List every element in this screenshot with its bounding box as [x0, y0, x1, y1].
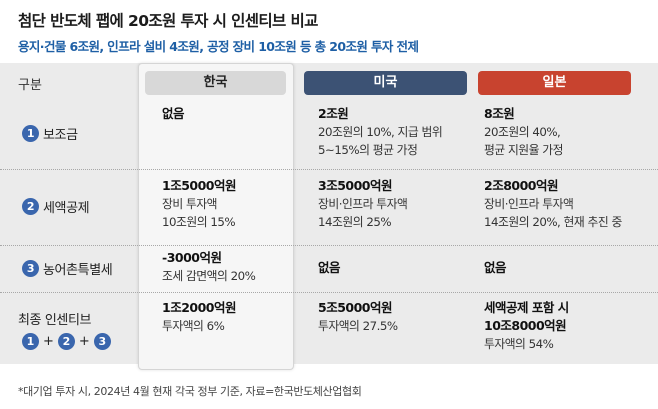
korea-rural-cell: -3000억원 조세 감면액의 20%: [162, 249, 256, 285]
japan-total-value: 10조8000억원: [484, 318, 567, 333]
usa-tax-cell: 3조5000억원 장비·인프라 투자액 14조원의 25%: [318, 177, 408, 231]
japan-rural-cell: 없음: [484, 259, 507, 277]
plus-sign: +: [78, 334, 90, 349]
korea-tax-cell: 1조5000억원 장비 투자액 10조원의 15%: [162, 177, 237, 231]
usa-total-note: 투자액의 27.5%: [318, 319, 398, 333]
usa-subsidy-note: 5~15%의 평균 가정: [318, 143, 418, 157]
japan-total-value: 세액공제 포함 시: [484, 300, 569, 315]
row-label-text: 보조금: [43, 128, 78, 143]
japan-tax-value: 2조8000억원: [484, 178, 558, 193]
usa-rural-value: 없음: [318, 260, 341, 275]
korea-subsidy-value: 없음: [162, 106, 185, 121]
japan-subsidy-value: 8조원: [484, 106, 515, 121]
row-label-total: 최종 인센티브: [18, 313, 92, 328]
japan-tax-note: 14조원의 20%, 현재 추진 중: [484, 215, 622, 229]
row-label-tax-credit: 2 세액공제: [22, 197, 90, 216]
number-badge-2: 2: [57, 333, 75, 350]
japan-tax-cell: 2조8000억원 장비·인프라 투자액 14조원의 20%, 현재 추진 중: [484, 177, 622, 231]
number-badge-1: 1: [22, 333, 39, 350]
japan-rural-value: 없음: [484, 260, 507, 275]
japan-tax-note: 장비·인프라 투자액: [484, 197, 574, 211]
row-label-text: 세액공제: [43, 201, 90, 216]
usa-tax-value: 3조5000억원: [318, 178, 393, 193]
korea-tax-note: 장비 투자액: [162, 197, 218, 211]
japan-subsidy-cell: 8조원 20조원의 40%, 평균 지원율 가정: [484, 105, 563, 159]
category-header: 구분: [18, 78, 42, 93]
source-footnote: *대기업 투자 시, 2024년 4월 현재 각국 정부 기준, 자료=한국반도…: [18, 385, 362, 398]
row-label-text: 농어촌특별세: [43, 263, 113, 278]
korea-total-note: 투자액의 6%: [162, 319, 225, 333]
korea-rural-value: -3000억원: [162, 250, 222, 265]
korea-tax-value: 1조5000억원: [162, 178, 237, 193]
korea-total-cell: 1조2000억원 투자액의 6%: [162, 299, 237, 335]
row-label-subsidy: 1 보조금: [22, 124, 78, 143]
korea-rural-note: 조세 감면액의 20%: [162, 269, 256, 283]
japan-total-cell: 세액공제 포함 시 10조8000억원 투자액의 54%: [484, 299, 569, 353]
korea-tax-note: 10조원의 15%: [162, 215, 236, 229]
comparison-table: [0, 63, 658, 364]
korea-total-value: 1조2000억원: [162, 300, 237, 315]
row-divider: [0, 245, 658, 246]
number-badge-3: 3: [22, 260, 39, 277]
row-divider: [0, 169, 658, 170]
japan-header: 일본: [478, 71, 631, 95]
row-label-rural-tax: 3 농어촌특별세: [22, 259, 113, 278]
total-formula: 1 + 2 + 3: [22, 333, 114, 350]
page-title: 첨단 반도체 팹에 20조원 투자 시 인센티브 비교: [18, 12, 318, 30]
usa-subsidy-cell: 2조원 20조원의 10%, 지급 범위 5~15%의 평균 가정: [318, 105, 443, 159]
plus-sign: +: [43, 334, 54, 349]
japan-total-note: 투자액의 54%: [484, 337, 554, 351]
usa-tax-note: 장비·인프라 투자액: [318, 197, 408, 211]
usa-subsidy-note: 20조원의 10%, 지급 범위: [318, 125, 443, 139]
usa-rural-cell: 없음: [318, 259, 341, 277]
usa-total-cell: 5조5000억원 투자액의 27.5%: [318, 299, 398, 335]
korea-subsidy-cell: 없음: [162, 105, 185, 123]
japan-subsidy-note: 20조원의 40%,: [484, 125, 561, 139]
usa-header: 미국: [304, 71, 467, 95]
japan-subsidy-note: 평균 지원율 가정: [484, 143, 563, 157]
korea-column-highlight: [138, 63, 294, 370]
korea-header: 한국: [145, 71, 286, 95]
number-badge-3: 3: [93, 333, 111, 350]
number-badge-2: 2: [22, 198, 39, 215]
usa-tax-note: 14조원의 25%: [318, 215, 392, 229]
usa-total-value: 5조5000억원: [318, 300, 392, 315]
page-subtitle: 용지·건물 6조원, 인프라 설비 4조원, 공정 장비 10조원 등 총 20…: [18, 39, 419, 54]
number-badge-1: 1: [22, 125, 39, 142]
usa-subsidy-value: 2조원: [318, 106, 349, 121]
row-divider: [0, 292, 658, 293]
